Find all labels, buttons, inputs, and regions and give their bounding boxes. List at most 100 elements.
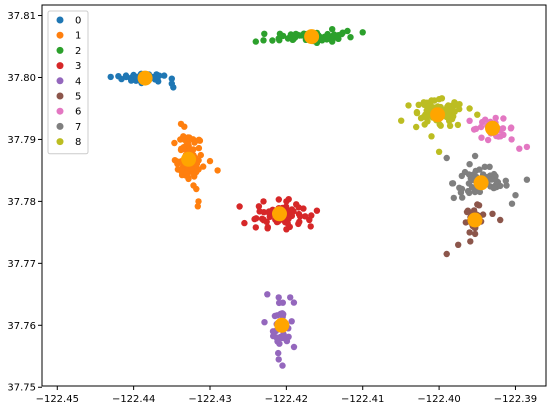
data-point-8 (420, 113, 427, 121)
data-point-7 (486, 163, 493, 170)
cluster-centroids (137, 29, 500, 333)
data-point-3 (264, 225, 271, 232)
data-point-8 (413, 123, 420, 131)
data-points (107, 26, 531, 369)
data-point-1 (214, 167, 221, 174)
data-point-4 (275, 299, 283, 307)
data-point-6 (495, 133, 502, 140)
data-point-7 (456, 184, 463, 191)
legend-label-0: 0 (75, 16, 81, 27)
x-tick-label: −122.41 (341, 394, 384, 405)
data-point-8 (425, 103, 433, 110)
data-point-1 (200, 163, 207, 170)
data-point-6 (478, 134, 485, 141)
data-point-5 (475, 202, 483, 209)
data-point-2 (332, 32, 340, 40)
legend-marker-8 (56, 138, 64, 146)
data-point-1 (190, 182, 197, 189)
data-point-8 (398, 117, 405, 124)
data-point-3 (295, 204, 302, 211)
data-point-4 (273, 334, 280, 341)
data-point-6 (470, 126, 478, 133)
data-point-8 (415, 101, 422, 109)
data-point-6 (508, 124, 515, 131)
legend-label-2: 2 (75, 46, 81, 57)
data-point-2 (269, 37, 276, 44)
data-point-6 (477, 123, 485, 131)
data-point-1 (181, 123, 188, 130)
data-point-3 (302, 213, 309, 220)
data-point-7 (502, 177, 509, 184)
data-point-3 (252, 224, 259, 231)
data-point-3 (260, 209, 268, 216)
data-point-7 (471, 188, 479, 196)
data-point-3 (307, 223, 314, 230)
data-point-7 (464, 187, 472, 195)
data-point-5 (489, 210, 496, 217)
legend-marker-5 (56, 92, 64, 100)
legend-marker-0 (56, 16, 64, 24)
data-point-3 (300, 205, 307, 212)
legend-marker-6 (56, 107, 64, 115)
data-point-7 (493, 178, 500, 185)
data-point-7 (449, 180, 456, 187)
data-point-1 (184, 134, 192, 141)
centroid-marker (137, 70, 153, 86)
data-point-8 (405, 102, 412, 109)
data-point-7 (443, 154, 450, 162)
legend-label-8: 8 (75, 137, 81, 148)
data-point-7 (512, 192, 519, 199)
data-point-3 (255, 203, 263, 210)
data-point-8 (437, 122, 444, 129)
data-point-8 (438, 95, 446, 102)
data-point-4 (276, 340, 283, 347)
data-point-8 (455, 102, 462, 109)
data-point-5 (443, 250, 450, 258)
legend-marker-7 (56, 122, 64, 130)
data-point-3 (241, 219, 248, 227)
data-point-7 (466, 161, 473, 168)
data-point-7 (508, 200, 516, 207)
data-point-7 (476, 188, 484, 196)
data-point-4 (279, 310, 286, 317)
legend-marker-2 (56, 46, 64, 54)
centroid-marker (467, 212, 483, 228)
data-point-3 (313, 207, 321, 214)
data-point-4 (261, 319, 268, 326)
data-point-8 (446, 122, 454, 129)
data-point-2 (317, 35, 325, 43)
data-point-3 (288, 206, 296, 213)
data-point-7 (458, 172, 465, 180)
data-point-0 (128, 77, 135, 84)
data-point-6 (523, 143, 531, 151)
y-tick-label: 37.76 (7, 321, 36, 332)
data-point-2 (344, 27, 351, 35)
data-point-5 (463, 208, 471, 216)
data-point-2 (279, 32, 287, 40)
data-point-4 (279, 362, 286, 369)
data-point-1 (195, 198, 202, 205)
centroid-marker (485, 120, 500, 136)
legend-label-5: 5 (75, 92, 81, 103)
data-point-3 (236, 203, 243, 210)
data-point-3 (308, 212, 315, 219)
x-tick-label: −122.39 (494, 394, 537, 405)
data-point-8 (445, 102, 452, 109)
data-point-6 (482, 116, 489, 123)
data-point-6 (499, 125, 507, 132)
data-point-4 (287, 294, 294, 301)
data-point-0 (123, 73, 130, 81)
data-point-8 (428, 133, 435, 140)
x-tick-label: −122.44 (112, 394, 155, 405)
data-point-7 (465, 171, 473, 178)
data-point-7 (481, 163, 488, 170)
data-point-3 (296, 213, 304, 220)
y-axis-ticks: 37.75 37.76 37.77 37.78 37.79 37.80 37.81 (7, 11, 42, 394)
data-point-2 (324, 32, 331, 39)
data-point-4 (264, 291, 271, 298)
legend-marker-4 (56, 77, 64, 85)
centroid-marker (272, 206, 287, 222)
data-point-2 (292, 30, 300, 38)
data-point-8 (413, 108, 421, 116)
